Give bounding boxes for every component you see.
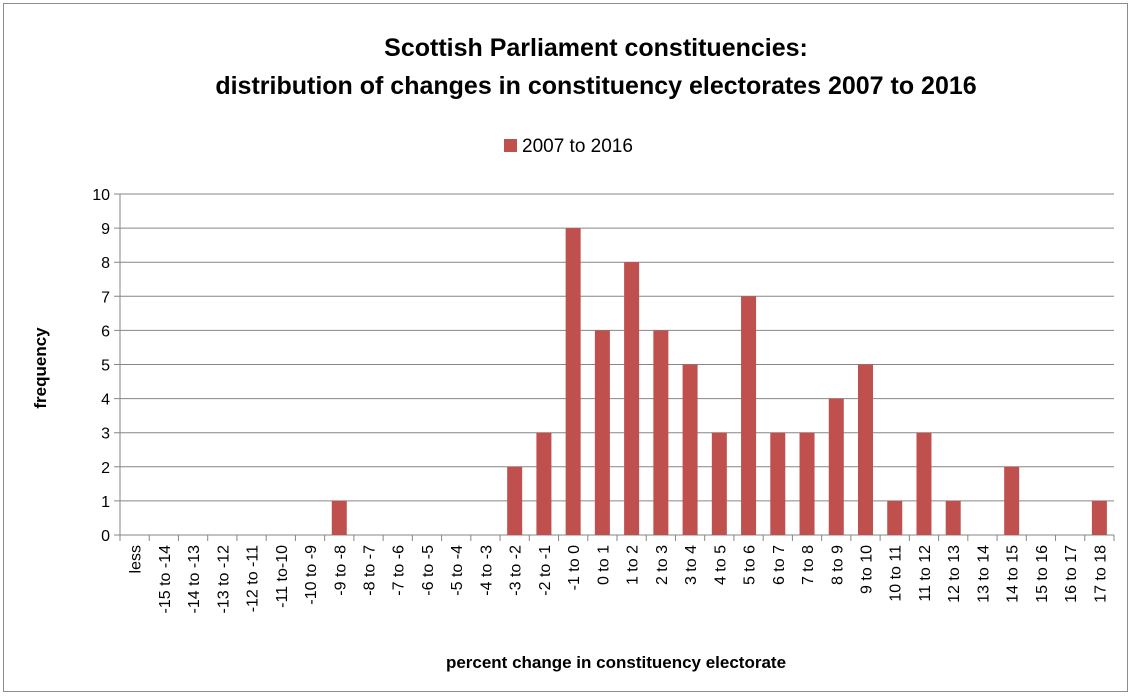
x-tick-label: -5 to -4 <box>449 545 466 596</box>
bar <box>653 330 669 535</box>
bar <box>624 262 640 535</box>
x-tick-label: 13 to 14 <box>975 545 992 603</box>
x-tick-label: 3 to 4 <box>683 545 700 585</box>
bar <box>1091 500 1107 535</box>
y-tick-label: 7 <box>101 289 110 306</box>
bar <box>887 500 903 535</box>
x-tick-label: 7 to 8 <box>800 545 817 585</box>
x-axis-ticks: less -15 to -14 -14 to -13 -13 to -12 -12 to… <box>128 545 1110 614</box>
x-tick-label: 5 to 6 <box>742 545 759 585</box>
x-axis <box>119 194 1115 541</box>
x-tick-label: -11 to-10 <box>274 545 291 608</box>
x-tick-label: -15 to -14 <box>157 545 174 614</box>
bar <box>916 432 932 535</box>
bars <box>331 228 1107 535</box>
chart-frame: Scottish Parliament constituencies: dist… <box>3 3 1128 692</box>
bar <box>741 296 757 535</box>
y-tick-label: 0 <box>101 528 110 545</box>
bar <box>828 398 844 535</box>
x-tick-label: 6 to 7 <box>771 545 788 585</box>
legend: 2007 to 2016 <box>504 136 633 157</box>
gridlines <box>114 193 1114 536</box>
y-tick-label: 3 <box>101 426 110 443</box>
x-tick-label: 17 to 18 <box>1092 545 1109 603</box>
chart-title-line1: Scottish Parliament constituencies: <box>384 34 808 62</box>
x-tick-label: -8 to -7 <box>362 545 379 596</box>
x-tick-label: 12 to 13 <box>946 545 963 603</box>
bar <box>711 432 727 535</box>
chart-title-line2: distribution of changes in constituency … <box>215 72 976 100</box>
x-tick-label: -10 to -9 <box>303 545 320 605</box>
x-tick-label: 2 to 3 <box>654 545 671 585</box>
x-tick-label: -3 to -2 <box>508 545 525 596</box>
legend-swatch <box>504 139 517 152</box>
x-tick-label: 8 to 9 <box>829 545 846 585</box>
bar <box>945 500 961 535</box>
x-tick-label: -2 to -1 <box>537 545 554 596</box>
x-axis-title: percent change in constituency electorat… <box>446 653 786 672</box>
bar <box>331 500 347 535</box>
bar <box>565 228 581 535</box>
y-axis-title: frequency <box>31 327 50 409</box>
x-tick-label: -14 to -13 <box>186 545 203 614</box>
x-tick-label: 16 to 17 <box>1063 545 1080 603</box>
y-tick-label: 5 <box>101 358 110 375</box>
bar <box>594 330 610 535</box>
bar <box>682 364 698 535</box>
x-tick-label: -6 to -5 <box>420 545 437 596</box>
x-tick-label: 10 to 11 <box>888 545 905 602</box>
chart-canvas: Scottish Parliament constituencies: dist… <box>31 34 1115 672</box>
x-tick-label: 4 to 5 <box>712 545 729 585</box>
x-tick-label: -12 to -11 <box>245 545 262 612</box>
bar <box>507 466 523 535</box>
bar <box>858 364 873 535</box>
bar <box>536 432 552 535</box>
legend-label: 2007 to 2016 <box>522 136 633 157</box>
x-tick-label: 9 to 10 <box>859 545 876 594</box>
x-tick-label: 11 to 12 <box>917 545 934 602</box>
y-tick-label: 6 <box>101 323 110 340</box>
bar <box>1004 466 1020 535</box>
x-tick-label: -9 to -8 <box>332 545 349 596</box>
y-tick-label: 8 <box>101 255 110 272</box>
y-tick-label: 10 <box>92 187 110 204</box>
x-tick-label: 1 to 2 <box>625 545 642 585</box>
y-tick-label: 2 <box>101 460 110 477</box>
x-tick-label: -13 to -12 <box>215 545 232 614</box>
y-axis-ticks: 0 1 2 3 4 5 6 7 8 9 10 <box>92 187 110 545</box>
y-tick-label: 1 <box>101 494 110 511</box>
x-tick-label: -4 to -3 <box>478 545 495 596</box>
x-tick-label: less <box>128 545 145 573</box>
x-tick-label: -7 to -6 <box>391 545 408 596</box>
bar <box>799 432 815 535</box>
x-tick-label: -1 to 0 <box>566 545 583 590</box>
y-tick-label: 9 <box>101 221 110 238</box>
x-tick-label: 0 to 1 <box>595 545 612 585</box>
x-tick-label: 14 to 15 <box>1005 545 1022 603</box>
y-tick-label: 4 <box>101 392 110 409</box>
x-tick-label: 15 to 16 <box>1034 545 1051 603</box>
bar <box>770 432 786 535</box>
